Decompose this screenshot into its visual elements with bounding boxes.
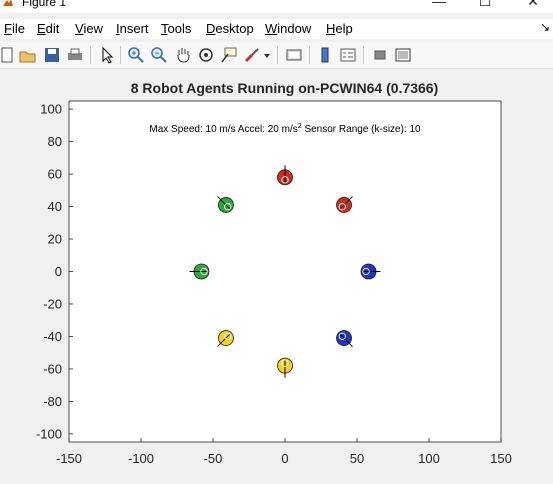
robot-sensor-marker bbox=[200, 267, 208, 276]
y-tick-label: -40 bbox=[43, 329, 62, 344]
menu-bar: File Edit View Insert Tools Desktop Wind… bbox=[0, 19, 553, 39]
brush-icon[interactable] bbox=[243, 46, 261, 64]
zoom-out-icon[interactable] bbox=[150, 46, 168, 64]
robot-sensor-marker bbox=[338, 203, 346, 211]
zoom-in-icon[interactable] bbox=[127, 46, 145, 64]
robot-agent bbox=[217, 330, 234, 347]
new-figure-icon[interactable] bbox=[0, 46, 18, 64]
edit-plot-arrow-icon[interactable] bbox=[98, 46, 116, 64]
menu-desktop[interactable]: Desktop bbox=[206, 21, 254, 36]
toolbar-separator bbox=[90, 46, 91, 64]
toolbar-separator bbox=[309, 46, 310, 64]
axes-annotation: Max Speed: 10 m/s Accel: 20 m/s2 Sensor … bbox=[149, 123, 421, 135]
annotation-main: Max Speed: 10 m/s Accel: 20 m/s bbox=[149, 124, 297, 135]
robot-sensor-marker bbox=[281, 176, 289, 184]
robot-heading-line bbox=[339, 333, 353, 347]
save-icon[interactable] bbox=[43, 46, 61, 64]
window-title: Figure 1 bbox=[22, 0, 67, 9]
close-button[interactable]: ✕ bbox=[527, 0, 539, 9]
agents-layer bbox=[189, 165, 381, 378]
data-cursor-icon[interactable] bbox=[220, 46, 238, 64]
x-tick-label: 100 bbox=[418, 451, 440, 466]
matlab-logo-icon bbox=[3, 0, 13, 6]
robot-sensor-marker bbox=[338, 332, 346, 340]
menu-edit[interactable]: Edit bbox=[37, 21, 60, 36]
menu-tools[interactable]: Tools bbox=[161, 21, 192, 36]
menu-overflow-icon[interactable]: ↘ bbox=[539, 20, 550, 34]
y-tick-label: -20 bbox=[43, 296, 62, 311]
robot-heading-line bbox=[217, 333, 231, 347]
y-tick-label: 100 bbox=[40, 102, 62, 117]
insert-colorbar-icon[interactable] bbox=[316, 46, 334, 64]
rotate-3d-icon[interactable] bbox=[197, 46, 215, 64]
x-tick-label: -150 bbox=[56, 451, 82, 466]
toolbar-separator bbox=[120, 46, 121, 64]
x-tick-label: 0 bbox=[281, 451, 288, 466]
hide-plot-tools-icon[interactable] bbox=[371, 46, 389, 64]
window-titlebar: Figure 1 — ☐ ✕ bbox=[0, 0, 553, 13]
menu-help[interactable]: Help bbox=[326, 21, 353, 36]
robot-heading-line bbox=[217, 196, 231, 210]
link-plot-icon[interactable] bbox=[285, 46, 303, 64]
axes-title: 8 Robot Agents Running on-PCWIN64 (0.736… bbox=[130, 80, 439, 96]
print-icon[interactable] bbox=[66, 46, 84, 64]
figure-toolbar bbox=[0, 42, 553, 69]
y-tick-label: -100 bbox=[36, 426, 62, 441]
x-tick-label: -50 bbox=[204, 451, 223, 466]
toolbar-separator bbox=[363, 46, 364, 64]
y-tick-label: 20 bbox=[48, 232, 62, 247]
y-tick-label: 40 bbox=[48, 199, 62, 214]
insert-legend-icon[interactable] bbox=[339, 46, 357, 64]
annotation-superscript: 2 bbox=[298, 123, 302, 130]
x-tick-label: -100 bbox=[128, 451, 154, 466]
robot-agent bbox=[217, 196, 234, 213]
menu-window[interactable]: Window bbox=[265, 21, 312, 36]
x-tick-label: 50 bbox=[350, 451, 364, 466]
brush-dropdown-icon[interactable] bbox=[262, 46, 272, 64]
robot-heading-line bbox=[339, 196, 353, 210]
y-tick-label: -60 bbox=[43, 361, 62, 376]
robot-agent bbox=[189, 263, 210, 280]
robot-sensor-marker bbox=[281, 359, 289, 367]
open-file-icon[interactable] bbox=[19, 46, 37, 64]
robot-agent bbox=[336, 196, 353, 213]
maximize-button[interactable]: ☐ bbox=[478, 0, 492, 9]
minimize-button[interactable]: — bbox=[432, 0, 446, 9]
robot-agent bbox=[277, 165, 293, 186]
menu-file[interactable]: File bbox=[4, 21, 25, 36]
menu-insert[interactable]: Insert bbox=[116, 21, 149, 36]
y-tick-label: 60 bbox=[48, 167, 62, 182]
annotation-tail: Sensor Range (k-size): 10 bbox=[302, 124, 421, 135]
robot-sensor-marker bbox=[224, 332, 232, 340]
robot-agent bbox=[336, 330, 353, 347]
robot-agent bbox=[277, 357, 293, 378]
robot-sensor-marker bbox=[362, 267, 370, 276]
robot-sensor-marker bbox=[224, 203, 232, 211]
axis-ticks: -150 -100 -50 0 50 100 150 -100 -80 -60 -40 -20 0 20 4… bbox=[36, 102, 512, 466]
y-tick-label: -80 bbox=[43, 394, 62, 409]
axes-area[interactable] bbox=[68, 100, 502, 443]
pan-hand-icon[interactable] bbox=[174, 46, 192, 64]
y-tick-label: 80 bbox=[48, 134, 62, 149]
y-tick-label: 0 bbox=[55, 264, 62, 279]
robot-agent bbox=[360, 263, 381, 280]
x-tick-label: 150 bbox=[490, 451, 512, 466]
menu-view[interactable]: View bbox=[75, 21, 103, 36]
show-plot-tools-icon[interactable] bbox=[394, 46, 412, 64]
toolbar-separator bbox=[277, 46, 278, 64]
